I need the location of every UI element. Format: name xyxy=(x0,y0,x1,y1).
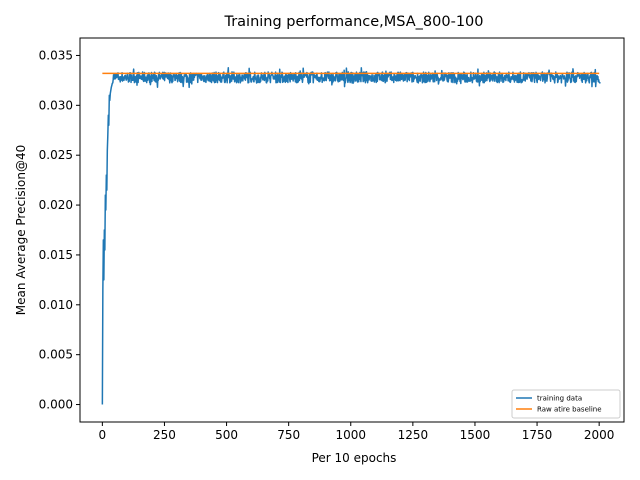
y-tick-label: 0.020 xyxy=(39,198,73,212)
axes-frame xyxy=(79,37,625,423)
y-tick-label: 0.015 xyxy=(39,248,73,262)
y-tick-label: 0.035 xyxy=(39,48,73,62)
x-tick-label: 750 xyxy=(277,428,300,442)
y-tick-label: 0.005 xyxy=(39,348,73,362)
series-line-1 xyxy=(101,67,601,405)
y-tick-label: 0.010 xyxy=(39,298,73,312)
x-tick-label: 2000 xyxy=(584,428,615,442)
x-tick-label: 250 xyxy=(153,428,176,442)
legend-box xyxy=(511,389,621,419)
chart-title: Training performance,MSA_800-100 xyxy=(223,14,483,30)
x-tick-label: 1500 xyxy=(460,428,491,442)
y-tick-label: 0.000 xyxy=(39,398,73,412)
plot-area xyxy=(101,67,601,405)
x-tick-label: 1750 xyxy=(522,428,553,442)
x-tick-label: 500 xyxy=(215,428,238,442)
legend-label: training data xyxy=(537,395,582,403)
x-tick-label: 1250 xyxy=(398,428,429,442)
legend: training data Raw atire baseline xyxy=(511,389,621,419)
y-tick-label: 0.025 xyxy=(39,148,73,162)
x-tick-label: 1000 xyxy=(335,428,366,442)
x-tick-label: 0 xyxy=(99,428,107,442)
y-tick-label: 0.030 xyxy=(39,98,73,112)
x-axis: 0 250 500 750 1000 1250 1500 1750 2000 xyxy=(99,422,615,442)
y-axis-label: Mean Average Precision@40 xyxy=(14,145,28,315)
y-axis: 0.000 0.005 0.010 0.015 0.020 0.025 0.030 0.035 xyxy=(39,48,80,412)
legend-label: Raw atire baseline xyxy=(537,406,602,414)
x-axis-label: Per 10 epochs xyxy=(312,451,397,465)
